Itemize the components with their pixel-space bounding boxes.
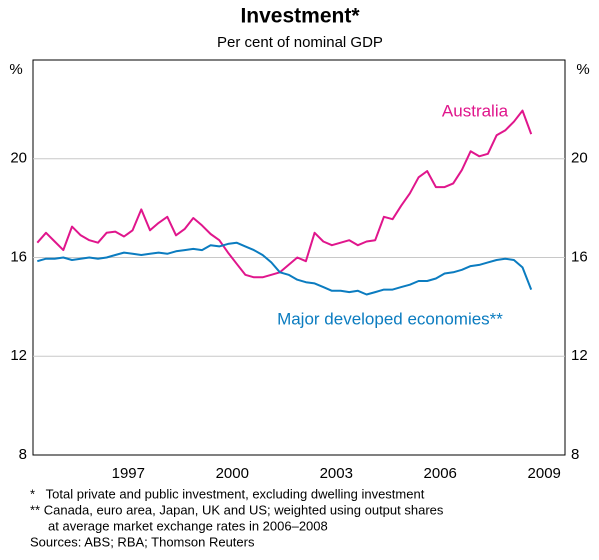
x-tick-label: 2006 [424,465,457,482]
series-line [36,109,533,279]
x-tick-label: 2003 [320,465,353,482]
footnote: Sources: ABS; RBA; Thomson Reuters [30,534,255,549]
y-axis-label-right: % [576,61,589,78]
chart-title: Investment* [240,5,360,28]
x-tick-label: 1997 [112,465,145,482]
series-label: Australia [442,101,509,120]
y-tick-label-right: 12 [571,347,588,364]
series-label: Major developed economies** [277,309,503,328]
series-line [37,241,533,296]
y-tick-label-right: 20 [571,150,588,167]
y-tick-label: 20 [10,150,27,167]
y-tick-label: 16 [10,248,27,265]
chart-subtitle: Per cent of nominal GDP [217,34,383,51]
y-axis-label: % [9,61,22,78]
x-tick-label: 2000 [216,465,249,482]
y-tick-label-right: 8 [571,446,579,463]
footnote: ** Canada, euro area, Japan, UK and US; … [30,502,444,517]
footnote: * Total private and public investment, e… [30,486,425,501]
y-tick-label: 12 [10,347,27,364]
x-tick-label: 2009 [528,465,561,482]
footnote: at average market exchange rates in 2006… [30,518,328,533]
y-tick-label-right: 16 [571,248,588,265]
y-tick-label: 8 [19,446,27,463]
